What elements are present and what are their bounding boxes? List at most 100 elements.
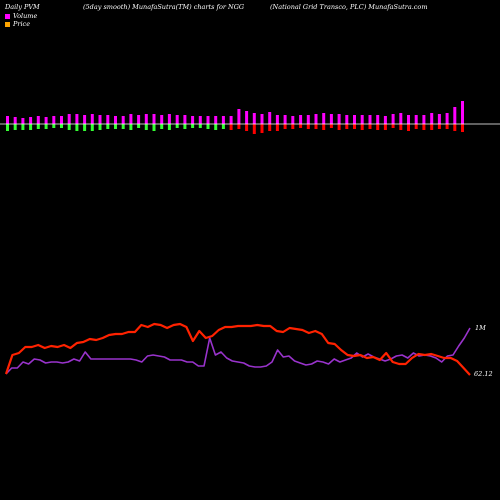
volume-bar-up [106, 115, 110, 124]
volume-bar-down [152, 124, 156, 131]
volume-bar-up [453, 107, 457, 124]
volume-bar-down [360, 124, 364, 130]
volume-bar-up [83, 115, 87, 124]
chart-header-left: Daily PVM [5, 3, 40, 11]
volume-bar-up [13, 117, 17, 124]
volume-bar-down [391, 124, 395, 128]
volume-bar-down [221, 124, 225, 129]
volume-bar-down [60, 124, 63, 128]
volume-bar-up [306, 115, 310, 124]
volume-bar-down [229, 124, 233, 130]
volume-bar-up [121, 116, 125, 124]
series-line-volume [5, 327, 471, 375]
volume-bar-up [329, 114, 333, 124]
volume-bar-up [245, 111, 249, 124]
volume-bar-down [29, 124, 33, 130]
volume-bar-up [183, 115, 187, 124]
volume-bar-down [237, 124, 241, 129]
volume-bar-up [52, 116, 56, 124]
volume-bar-up [260, 114, 264, 124]
volume-bar-down [376, 124, 380, 130]
volume-bar-down [36, 124, 40, 129]
volume-bar-down [430, 124, 434, 130]
volume-bar-up [437, 114, 441, 124]
volume-bar-up [90, 114, 94, 124]
volume-bar-down [21, 124, 25, 130]
volume-bar-up [60, 116, 63, 124]
volume-bar-up [198, 116, 202, 124]
volume-bar-down [137, 124, 141, 128]
volume-bar-down [214, 124, 218, 130]
volume-bar-up [391, 114, 395, 124]
volume-bar-down [345, 124, 349, 129]
volume-bar-up [299, 115, 303, 124]
volume-bar-up [175, 115, 179, 124]
volume-bar-up [214, 116, 218, 124]
volume-bar-down [461, 124, 464, 132]
chart-header-title: (5day smooth) MunafaSutra(TM) charts for… [83, 3, 245, 11]
volume-bar-up [44, 117, 48, 124]
volume-bar-down [353, 124, 356, 129]
annotation-volume-label: 1M [475, 324, 486, 332]
series-line-price [4, 322, 471, 376]
volume-bar-up [414, 115, 418, 124]
volume-bar-up [461, 101, 464, 124]
volume-bar-down [67, 124, 71, 130]
volume-bar-down [322, 124, 326, 130]
volume-bar-down [106, 124, 110, 129]
volume-bar-down [121, 124, 125, 129]
volume-bar-down [245, 124, 249, 131]
volume-bar-down [299, 124, 303, 128]
legend-price: Price [5, 20, 30, 28]
volume-bar-down [283, 124, 287, 129]
volume-bar-down [175, 124, 179, 128]
volume-bar-down [183, 124, 187, 129]
volume-bar-up [376, 115, 380, 124]
volume-bar-up [6, 116, 9, 124]
volume-bar-down [329, 124, 333, 128]
volume-bar-down [129, 124, 133, 130]
volume-bar-down [206, 124, 210, 129]
volume-bar-up [322, 113, 326, 124]
volume-bar-down [291, 124, 295, 129]
volume-bar-up [75, 114, 79, 124]
volume-bar-down [268, 124, 272, 131]
volume-bar-down [114, 124, 117, 129]
volume-bar-down [13, 124, 17, 130]
volume-bar-up [360, 115, 364, 124]
volume-bar-up [283, 115, 287, 124]
volume-bar-up [422, 115, 426, 124]
volume-bar-down [437, 124, 441, 129]
volume-bar-down [167, 124, 171, 130]
volume-bar-up [445, 113, 449, 124]
legend-volume: Volume [5, 12, 37, 20]
volume-bar-up [160, 115, 164, 124]
volume-bar-up [407, 115, 410, 124]
volume-bar-up [29, 117, 33, 124]
volume-bar-down [275, 124, 279, 131]
legend-price-label: Price [13, 20, 31, 28]
annotation-price-value: 62.12 [474, 370, 493, 378]
volume-bar-up [383, 116, 387, 124]
volume-bar-down [399, 124, 403, 130]
volume-bar-up [144, 114, 148, 124]
volume-bar-down [260, 124, 264, 133]
volume-bar-down [90, 124, 94, 131]
volume-bar-up [368, 115, 372, 124]
volume-bar-down [422, 124, 426, 130]
volume-bar-down [306, 124, 310, 129]
volume-bar-up [137, 115, 141, 124]
legend-volume-swatch [5, 13, 10, 19]
volume-bar-up [291, 116, 295, 124]
volume-bar-up [237, 109, 241, 124]
volume-bar-down [6, 124, 9, 131]
volume-bar-down [414, 124, 418, 129]
volume-bar-down [407, 124, 410, 131]
volume-bar-up [152, 114, 156, 124]
volume-bar-up [114, 116, 117, 124]
volume-bar-down [160, 124, 164, 129]
volume-bar-up [430, 113, 434, 124]
volume-bar-up [268, 112, 272, 124]
volume-bar-up [353, 115, 356, 124]
